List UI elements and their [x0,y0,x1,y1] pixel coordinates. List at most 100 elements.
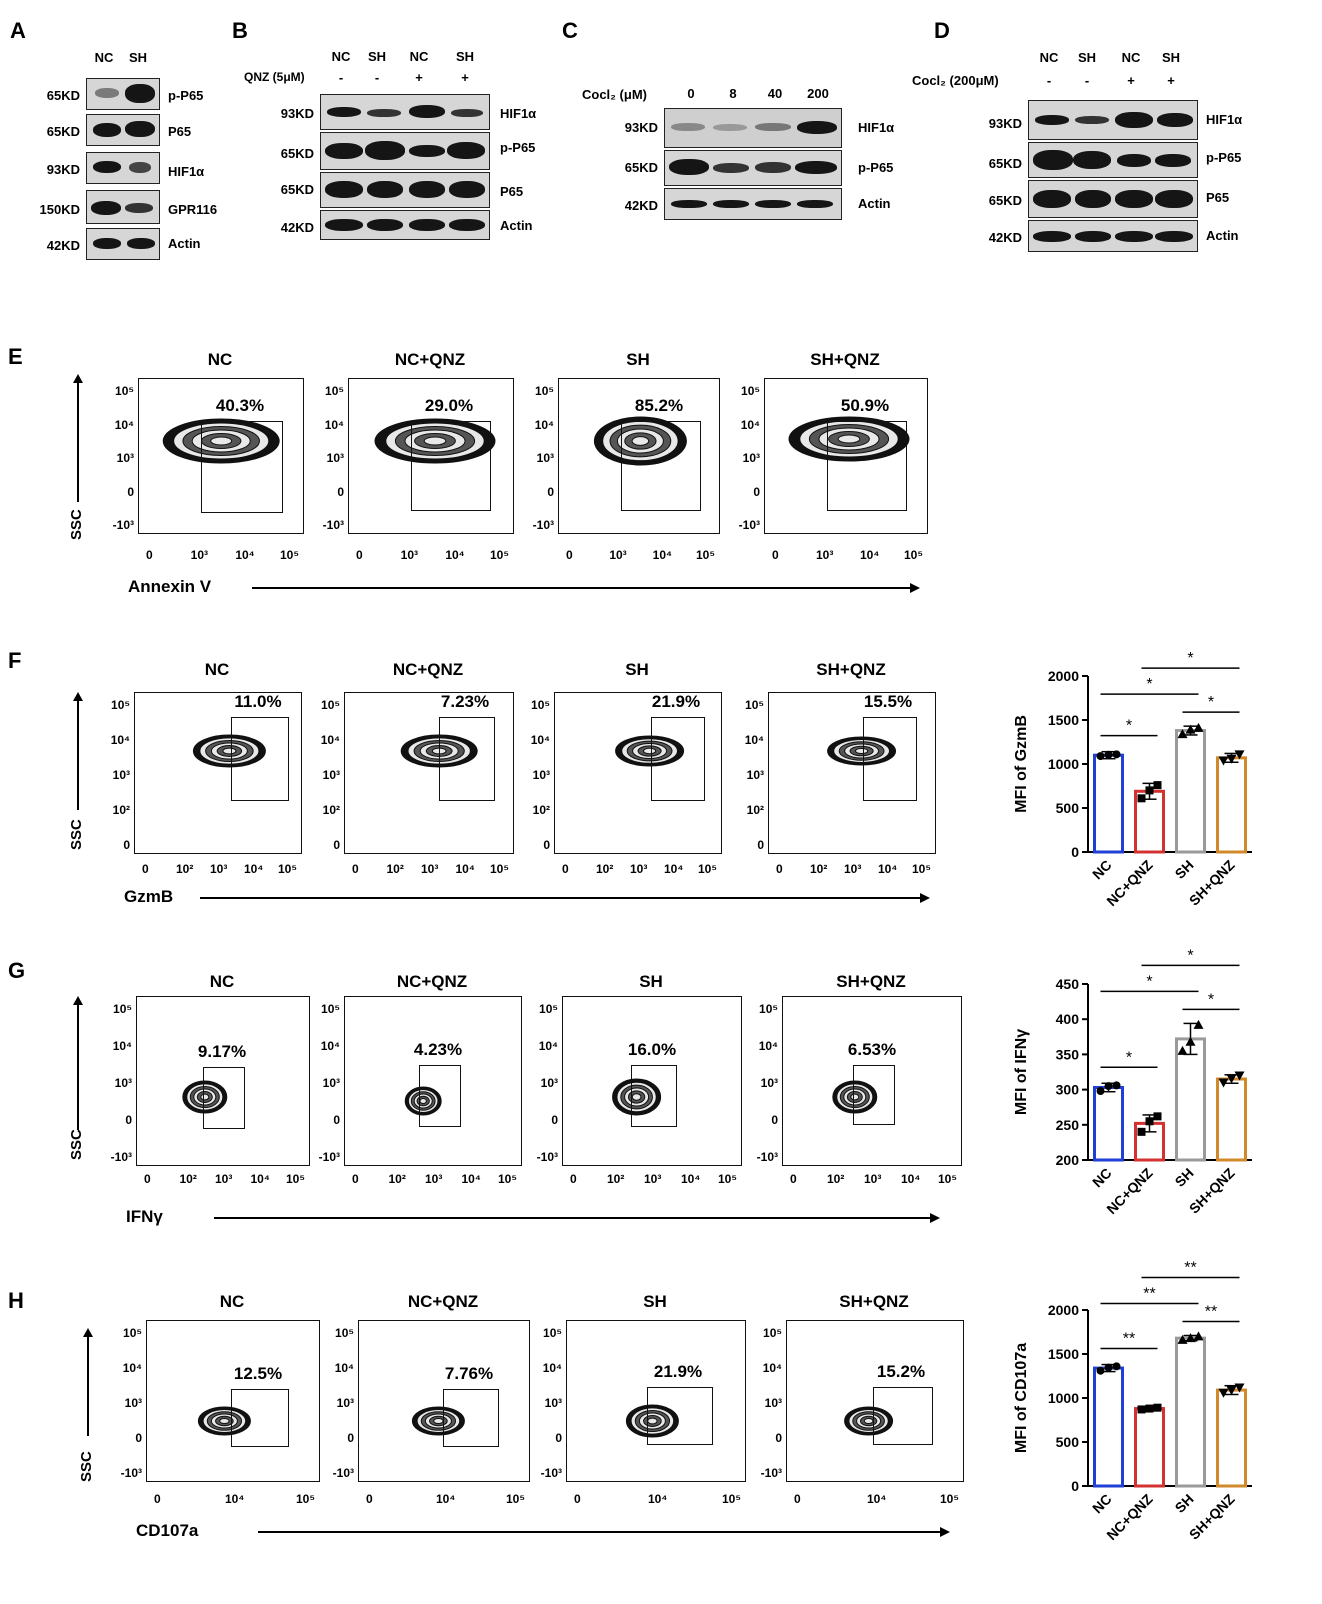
x-tick-label: 10⁵ [938,1172,957,1186]
density-contour [411,1406,465,1436]
x-tick-label: 10² [179,1172,197,1186]
data-point [1185,1333,1196,1343]
y-tick-label: 10⁴ [538,1039,558,1053]
protein-label: Actin [500,218,533,233]
blot-strip [86,190,160,224]
data-point [1145,1404,1154,1413]
gate-rectangle [647,1387,713,1445]
data-point [1193,1331,1204,1341]
treatment-value: - [374,70,380,85]
y-tick-label: 10³ [326,451,344,465]
y-tick-label: 10⁵ [531,698,550,712]
y-tick-label: 0 [771,1113,778,1127]
data-point [1153,1403,1162,1412]
x-tick-label: 10⁴ [901,1172,921,1186]
protein-label: P65 [500,184,524,199]
density-contour [593,416,687,466]
y-tick-label: -10³ [756,1150,778,1164]
y-tick-label: 10³ [322,1076,340,1090]
y-tick-label: 0 [123,838,130,852]
flow-title: NC+QNZ [396,972,468,991]
y-tick-label: 0 [127,484,134,499]
y-tick-label: 10⁵ [321,698,340,712]
flow-title: SH+QNZ [836,972,906,991]
flow-title: SH+QNZ [839,1292,909,1311]
flow-plot-box [786,1320,964,1482]
category-label: SH [1172,857,1197,882]
gate-rectangle [827,421,907,511]
x-tick-label: 10³ [190,548,208,562]
treatment-value: - [338,70,344,85]
x-tick-label: 10⁵ [490,862,509,876]
kd-label: 42KD [624,198,658,213]
y-tick-label: 10⁵ [543,1326,562,1340]
y-tick-label: 10³ [760,1076,778,1090]
x-tick-label: 10² [827,1172,845,1186]
y-tick-label: 10⁴ [740,417,760,432]
treatment-value: + [415,70,423,85]
significance-label: ** [1143,1286,1155,1303]
x-tick-label: 10² [176,862,194,876]
gate-percent: 12.5% [233,1364,283,1383]
bar [1216,756,1247,854]
y-tick-label: -10³ [120,1466,142,1480]
y-tick-label: 10³ [746,768,764,782]
bar [1216,1388,1247,1488]
density-contour [182,1080,228,1114]
dose-label: 8 [729,86,737,101]
blot-strip [86,78,160,110]
y-tick-label: 10³ [540,1076,558,1090]
gate-percent: 7.76% [444,1364,494,1383]
gate-rectangle [201,421,283,513]
y-tick-label: 500 [1056,800,1080,816]
x-tick-label: 0 [574,1492,581,1506]
y-tick-label: 10³ [124,1396,142,1410]
y-tick-label: 0 [1071,1478,1079,1494]
flow-plot-box [566,1320,746,1482]
dose-label: 0 [687,86,695,101]
x-tick-label: 10² [607,1172,625,1186]
x-tick-label: 10⁵ [296,1492,315,1506]
x-tick-label: 0 [562,862,569,876]
blot-strip [664,150,842,186]
panel-letter-a: A [10,18,26,43]
gate-percent: 15.5% [863,692,913,711]
y-tick-label: 10⁵ [115,384,134,398]
x-tick-label: 10⁵ [940,1492,959,1506]
y-tick-label: 10⁵ [111,698,130,712]
gate-rectangle [863,717,917,801]
density-contour [844,1406,894,1436]
y-tick-label: 0 [333,1113,340,1127]
data-point [1234,1071,1245,1081]
data-point [1096,752,1105,761]
y-tick-label: 10² [112,803,130,817]
x-tick-label: 10⁴ [681,1172,701,1186]
x-tick-label: 10³ [421,862,439,876]
y-tick-label: 0 [543,838,550,852]
significance-label: * [1187,947,1193,964]
data-point [1218,1078,1229,1088]
x-tick-label: 10⁴ [652,548,672,562]
data-point [1145,1117,1154,1126]
lane-header: NC [1121,50,1141,65]
kd-label: 93KD [988,116,1022,131]
treatment-value: + [1127,73,1135,88]
significance-label: * [1126,1049,1132,1066]
kd-label: 65KD [46,88,80,103]
flow-plot-box [136,996,310,1166]
protein-label: p-P65 [1206,150,1242,165]
lane-header: SH [367,49,387,64]
y-tick-label: 10⁴ [334,1361,354,1375]
x-tick-label: 0 [356,548,363,562]
x-tick-label: 0 [146,548,153,562]
category-label: NC+QNZ [1103,856,1156,909]
y-tick-label: 10² [746,803,764,817]
data-point [1104,1082,1113,1091]
x-tick-label: 10³ [215,1172,233,1186]
significance-label: * [1187,650,1193,667]
data-point [1096,1087,1105,1096]
gate-percent: 29.0% [424,396,474,415]
y-tick-label: -10³ [738,518,760,532]
kd-label: 93KD [46,162,80,177]
